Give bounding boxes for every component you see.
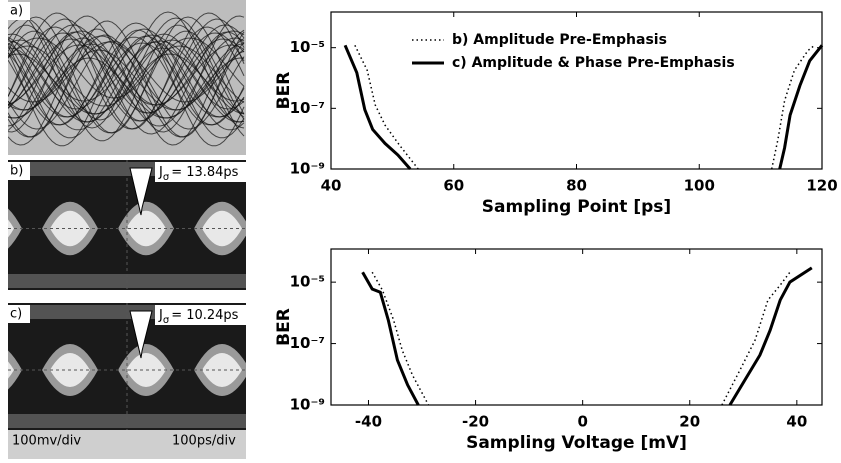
series-line [363, 268, 812, 405]
x-tick-label: 100 [684, 177, 715, 195]
y-tick-label: 10⁻⁷ [290, 334, 325, 352]
x-tick-label: 40 [786, 413, 807, 431]
jitter-subscript: σ [163, 315, 170, 326]
x-tick-label: 20 [679, 413, 700, 431]
y-tick-label: 10⁻⁵ [290, 273, 325, 291]
panel-label: b) [10, 164, 23, 179]
x-tick-label: 60 [443, 177, 464, 195]
legend-label: c) Amplitude & Phase Pre-Emphasis [452, 55, 735, 71]
y-tick-label: 10⁻⁷ [290, 99, 325, 117]
y-tick-label: 10⁻⁹ [290, 396, 325, 414]
horizontal-scale: 100ps/div [172, 434, 236, 449]
figure: a)Jσ= 13.84psb)Jσ= 10.24psc)100mv/div100… [0, 0, 841, 459]
y-axis-label: BER [274, 308, 294, 346]
x-tick-label: 80 [566, 177, 587, 195]
x-axis-label: Sampling Voltage [mV] [466, 433, 687, 453]
y-tick-label: 10⁻⁵ [290, 38, 325, 56]
y-tick-label: 10⁻⁹ [290, 160, 325, 178]
y-axis-label: BER [274, 72, 294, 110]
jitter-value: = 10.24ps [171, 308, 238, 323]
eye-opening-core [278, 353, 318, 387]
panel-label: a) [10, 4, 23, 19]
jitter-value: = 13.84ps [171, 165, 238, 180]
series-line [372, 272, 790, 405]
jitter-subscript: σ [163, 172, 170, 183]
x-tick-label: -40 [355, 413, 382, 431]
eye-opening-core [278, 211, 318, 247]
x-tick-label: 40 [321, 177, 342, 195]
vertical-scale: 100mv/div [12, 434, 81, 449]
legend-label: b) Amplitude Pre-Emphasis [452, 32, 667, 48]
x-tick-label: 0 [577, 413, 587, 431]
eye-panel [8, 0, 246, 155]
x-tick-label: 120 [806, 177, 837, 195]
eye-opening [270, 202, 326, 256]
x-tick-label: -20 [462, 413, 489, 431]
panel-label: c) [10, 307, 22, 322]
x-axis-label: Sampling Point [ps] [482, 197, 671, 217]
